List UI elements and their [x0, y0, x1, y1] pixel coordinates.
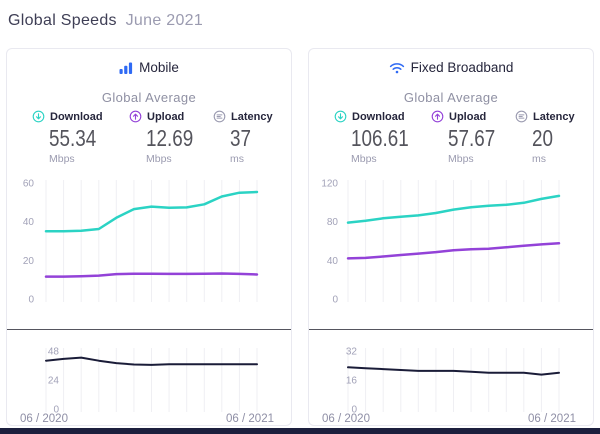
- x-axis-end-label: 06 / 2021: [528, 413, 576, 425]
- svg-text:0: 0: [28, 295, 34, 306]
- stat-unit: ms: [230, 153, 244, 165]
- download-arrow-icon: [32, 110, 45, 123]
- svg-text:24: 24: [48, 376, 60, 387]
- stat-unit: ms: [532, 153, 546, 165]
- fixed-speeds-chart: 0 40 80 120: [321, 179, 561, 306]
- svg-text:0: 0: [332, 295, 338, 306]
- stat-unit: Mbps: [146, 153, 172, 165]
- stat-value: 37: [230, 125, 251, 151]
- svg-text:32: 32: [346, 347, 358, 358]
- upload-arrow-icon: [431, 110, 444, 123]
- svg-text:48: 48: [48, 347, 60, 358]
- svg-text:20: 20: [23, 256, 35, 267]
- download-arrow-icon: [334, 110, 347, 123]
- fixed-chart-divider: [309, 329, 593, 330]
- mobile-speeds-chart: 0 20 40 60: [23, 179, 259, 306]
- fixed-stats-row: Download 106.61 Mbps Upload 57.67 Mbps: [334, 110, 587, 165]
- svg-text:40: 40: [23, 217, 35, 228]
- mobile-latency-stat: Latency 37 ms: [213, 110, 285, 165]
- mobile-chart-divider: [7, 329, 291, 330]
- stat-value: 106.61: [351, 125, 409, 151]
- wifi-icon: [389, 62, 405, 74]
- svg-text:16: 16: [346, 376, 358, 387]
- stat-label: Download: [352, 110, 405, 123]
- svg-text:0: 0: [53, 405, 59, 414]
- mobile-latency-chart: 0 24 48: [45, 347, 258, 414]
- stat-label: Latency: [533, 110, 575, 123]
- fixed-card-subtitle: Global Average: [403, 90, 499, 105]
- latency-icon: [213, 110, 226, 123]
- mobile-x-axis: 06 / 2020 06 / 2021: [20, 413, 274, 425]
- stat-value: 57.67: [448, 125, 496, 151]
- page-title-period: June 2021: [125, 12, 204, 29]
- stat-value: 55.34: [49, 125, 97, 151]
- stat-value: 12.69: [146, 125, 194, 151]
- fixed-latency-stat: Latency 20 ms: [515, 110, 587, 165]
- upload-arrow-icon: [129, 110, 142, 123]
- stat-label: Upload: [147, 110, 185, 123]
- svg-text:80: 80: [327, 217, 339, 228]
- mobile-upload-stat: Upload 12.69 Mbps: [129, 110, 213, 165]
- footer-bar: [0, 428, 600, 434]
- stat-label: Upload: [449, 110, 487, 123]
- mobile-card-subtitle: Global Average: [101, 90, 197, 105]
- svg-text:0: 0: [351, 405, 357, 414]
- latency-icon: [515, 110, 528, 123]
- fixed-broadband-card: Fixed Broadband Global Average Download …: [308, 48, 594, 426]
- mobile-signal-bars-icon: [119, 62, 133, 74]
- mobile-stats-row: Download 55.34 Mbps Upload 12.69 Mbps: [32, 110, 285, 165]
- mobile-card: Mobile Global Average Download 55.34 Mbp…: [6, 48, 292, 426]
- page-title: Global Speeds June 2021: [8, 12, 203, 30]
- x-axis-start-label: 06 / 2020: [322, 413, 370, 425]
- stat-unit: Mbps: [351, 153, 377, 165]
- stat-label: Latency: [231, 110, 273, 123]
- fixed-card-title-label: Fixed Broadband: [410, 60, 514, 75]
- fixed-download-stat: Download 106.61 Mbps: [334, 110, 431, 165]
- stat-label: Download: [50, 110, 103, 123]
- svg-text:60: 60: [23, 179, 35, 190]
- mobile-card-title-label: Mobile: [139, 60, 179, 75]
- svg-text:120: 120: [321, 179, 338, 190]
- stat-value: 20: [532, 125, 553, 151]
- svg-text:40: 40: [327, 256, 339, 267]
- fixed-latency-chart: 0 16 32: [346, 347, 560, 414]
- stat-unit: Mbps: [448, 153, 474, 165]
- fixed-upload-stat: Upload 57.67 Mbps: [431, 110, 515, 165]
- fixed-card-title: Fixed Broadband: [309, 60, 593, 75]
- fixed-x-axis: 06 / 2020 06 / 2021: [322, 413, 576, 425]
- mobile-card-title: Mobile: [7, 60, 291, 75]
- stat-unit: Mbps: [49, 153, 75, 165]
- x-axis-end-label: 06 / 2021: [226, 413, 274, 425]
- page-title-main: Global Speeds: [8, 12, 117, 29]
- x-axis-start-label: 06 / 2020: [20, 413, 68, 425]
- mobile-download-stat: Download 55.34 Mbps: [32, 110, 129, 165]
